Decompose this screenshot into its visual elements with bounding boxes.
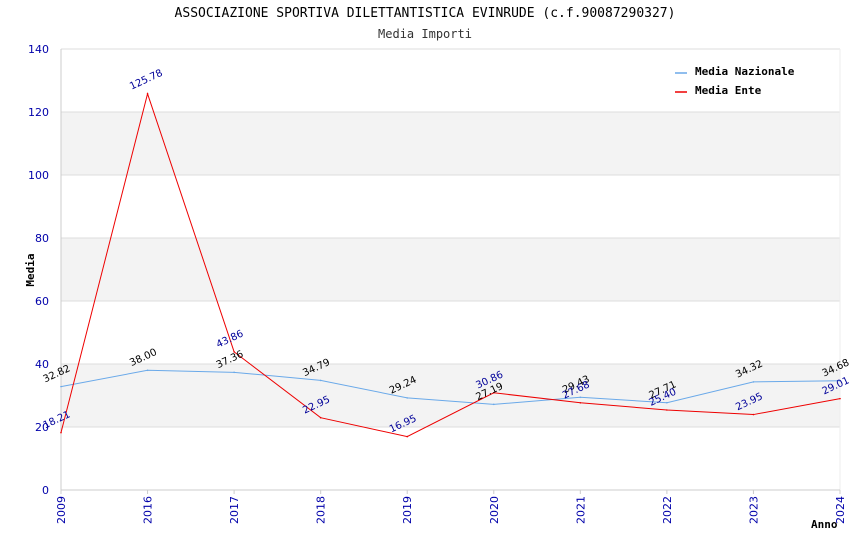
data-label: 18.21 bbox=[42, 409, 73, 431]
grid-band bbox=[61, 112, 840, 175]
series-line-ente bbox=[60, 92, 841, 438]
x-tick-label: 2018 bbox=[315, 496, 328, 524]
chart-title: ASSOCIAZIONE SPORTIVA DILETTANTISTICA EV… bbox=[174, 6, 676, 21]
y-tick-label: 120 bbox=[28, 106, 49, 119]
y-tick-label: 40 bbox=[35, 358, 49, 371]
data-label: 125.78 bbox=[128, 68, 164, 93]
y-tick-label: 80 bbox=[35, 232, 49, 245]
data-label: 43.86 bbox=[215, 328, 246, 350]
data-point bbox=[666, 409, 668, 411]
y-tick-label: 0 bbox=[42, 484, 49, 497]
data-point bbox=[492, 403, 495, 406]
data-point bbox=[319, 379, 322, 382]
x-axis-label: Anno bbox=[811, 518, 838, 531]
grid-band bbox=[61, 238, 840, 301]
x-tick-label: 2022 bbox=[661, 496, 674, 524]
x-tick-labels: 2009 2016 2017 2018 2019 2020 2021 2022 2023 2024 bbox=[55, 496, 847, 524]
x-tick-label: 2019 bbox=[401, 496, 414, 524]
legend: Media Nazionale Media Ente bbox=[675, 65, 795, 97]
data-point bbox=[60, 385, 62, 388]
data-point bbox=[233, 351, 235, 353]
grid-bands bbox=[61, 112, 840, 427]
data-point bbox=[839, 379, 841, 382]
y-tick-label: 20 bbox=[35, 421, 49, 434]
data-point bbox=[752, 413, 755, 416]
y-axis-label: Media bbox=[24, 253, 37, 286]
x-tick-label: 2017 bbox=[228, 496, 241, 524]
data-point bbox=[60, 431, 62, 434]
data-point bbox=[233, 371, 235, 374]
axes bbox=[60, 49, 841, 494]
data-point bbox=[146, 92, 149, 95]
y-tick-label: 60 bbox=[35, 295, 49, 308]
data-point bbox=[146, 369, 149, 372]
x-tick-label: 2020 bbox=[488, 496, 501, 524]
legend-label: Media Nazionale bbox=[695, 65, 795, 78]
data-point bbox=[492, 391, 495, 394]
series-lines bbox=[60, 92, 841, 438]
x-tick-label: 2009 bbox=[55, 496, 68, 524]
legend-label: Media Ente bbox=[695, 84, 762, 97]
x-tick-label: 2021 bbox=[574, 496, 587, 524]
series-line-nazionale bbox=[60, 369, 841, 405]
data-point bbox=[579, 396, 582, 399]
grid-band bbox=[61, 364, 840, 427]
data-point bbox=[839, 397, 841, 400]
data-point bbox=[579, 402, 582, 404]
y-tick-label: 140 bbox=[28, 43, 49, 56]
data-point bbox=[752, 381, 755, 383]
data-point bbox=[666, 401, 668, 404]
data-point bbox=[406, 435, 409, 438]
chart-subtitle: Media Importi bbox=[378, 27, 472, 41]
data-point bbox=[319, 416, 322, 419]
x-tick-label: 2023 bbox=[747, 496, 760, 524]
y-tick-labels: 0 20 40 60 80 100 120 140 bbox=[28, 43, 49, 497]
y-tick-label: 100 bbox=[28, 169, 49, 182]
x-tick-label: 2024 bbox=[834, 496, 847, 524]
data-point bbox=[406, 397, 409, 399]
x-tick-label: 2016 bbox=[142, 496, 155, 524]
